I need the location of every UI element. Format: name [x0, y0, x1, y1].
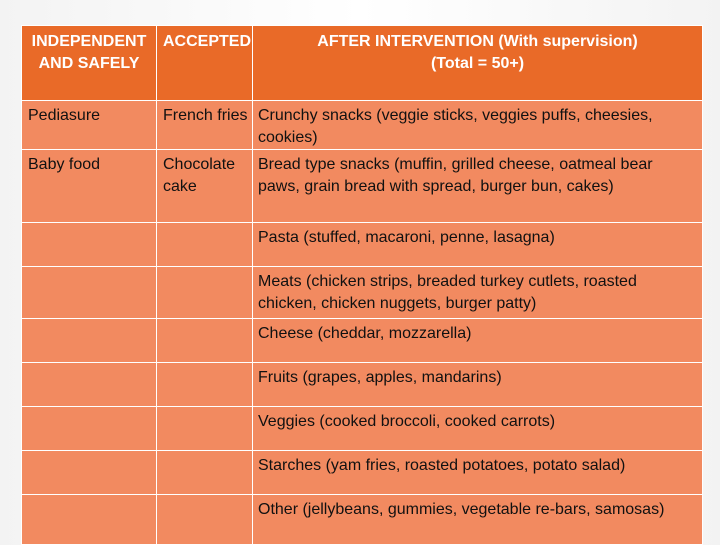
table-row: Starches (yam fries, roasted potatoes, p…	[21, 450, 703, 495]
cell-after-intervention: Other (jellybeans, gummies, vegetable re…	[252, 494, 703, 545]
table-body: Pediasure French fries Crunchy snacks (veg…	[21, 100, 703, 545]
cell-independent-safely: Pediasure	[21, 100, 157, 150]
cell-after-intervention: Meats (chicken strips, breaded turkey cu…	[252, 266, 703, 319]
cell-after-intervention: Crunchy snacks (veggie sticks, veggies p…	[252, 100, 703, 150]
table-row: Pediasure French fries Crunchy snacks (veg…	[21, 100, 703, 150]
table-row: Pasta (stuffed, macaroni, penne, lasagna…	[21, 222, 703, 267]
food-table: INDEPENDENT AND SAFELY ACCEPTED AFTER IN…	[21, 25, 703, 545]
header-row: INDEPENDENT AND SAFELY ACCEPTED AFTER IN…	[21, 25, 703, 101]
cell-independent-safely	[21, 266, 157, 319]
cell-independent-safely	[21, 450, 157, 495]
cell-independent-safely: Baby food	[21, 149, 157, 223]
cell-after-intervention: Fruits (grapes, apples, mandarins)	[252, 362, 703, 407]
cell-accepted	[156, 362, 253, 407]
cell-after-intervention: Cheese (cheddar, mozzarella)	[252, 318, 703, 363]
cell-accepted	[156, 222, 253, 267]
cell-independent-safely	[21, 222, 157, 267]
cell-accepted	[156, 450, 253, 495]
header-after-intervention-text: AFTER INTERVENTION (With supervision) (T…	[317, 33, 638, 72]
cell-independent-safely	[21, 318, 157, 363]
cell-accepted	[156, 494, 253, 545]
cell-accepted	[156, 406, 253, 451]
cell-after-intervention: Starches (yam fries, roasted potatoes, p…	[252, 450, 703, 495]
cell-accepted	[156, 266, 253, 319]
cell-after-intervention: Veggies (cooked broccoli, cooked carrots…	[252, 406, 703, 451]
cell-independent-safely	[21, 406, 157, 451]
table-row: Cheese (cheddar, mozzarella)	[21, 318, 703, 363]
table-row: Meats (chicken strips, breaded turkey cu…	[21, 266, 703, 319]
header-after-intervention: AFTER INTERVENTION (With supervision) (T…	[252, 25, 703, 101]
table-row: Other (jellybeans, gummies, vegetable re…	[21, 494, 703, 545]
table-row: Fruits (grapes, apples, mandarins)	[21, 362, 703, 407]
cell-after-intervention: Bread type snacks (muffin, grilled chees…	[252, 149, 703, 223]
cell-accepted: Chocolate cake	[156, 149, 253, 223]
cell-accepted: French fries	[156, 100, 253, 150]
cell-independent-safely	[21, 494, 157, 545]
table-row: Baby food Chocolate cake Bread type snacks…	[21, 149, 703, 223]
cell-accepted	[156, 318, 253, 363]
header-accepted: ACCEPTED	[156, 25, 253, 101]
cell-after-intervention: Pasta (stuffed, macaroni, penne, lasagna…	[252, 222, 703, 267]
table-row: Veggies (cooked broccoli, cooked carrots…	[21, 406, 703, 451]
table-header: INDEPENDENT AND SAFELY ACCEPTED AFTER IN…	[21, 25, 703, 101]
header-independent-safely: INDEPENDENT AND SAFELY	[21, 25, 157, 101]
cell-independent-safely	[21, 362, 157, 407]
